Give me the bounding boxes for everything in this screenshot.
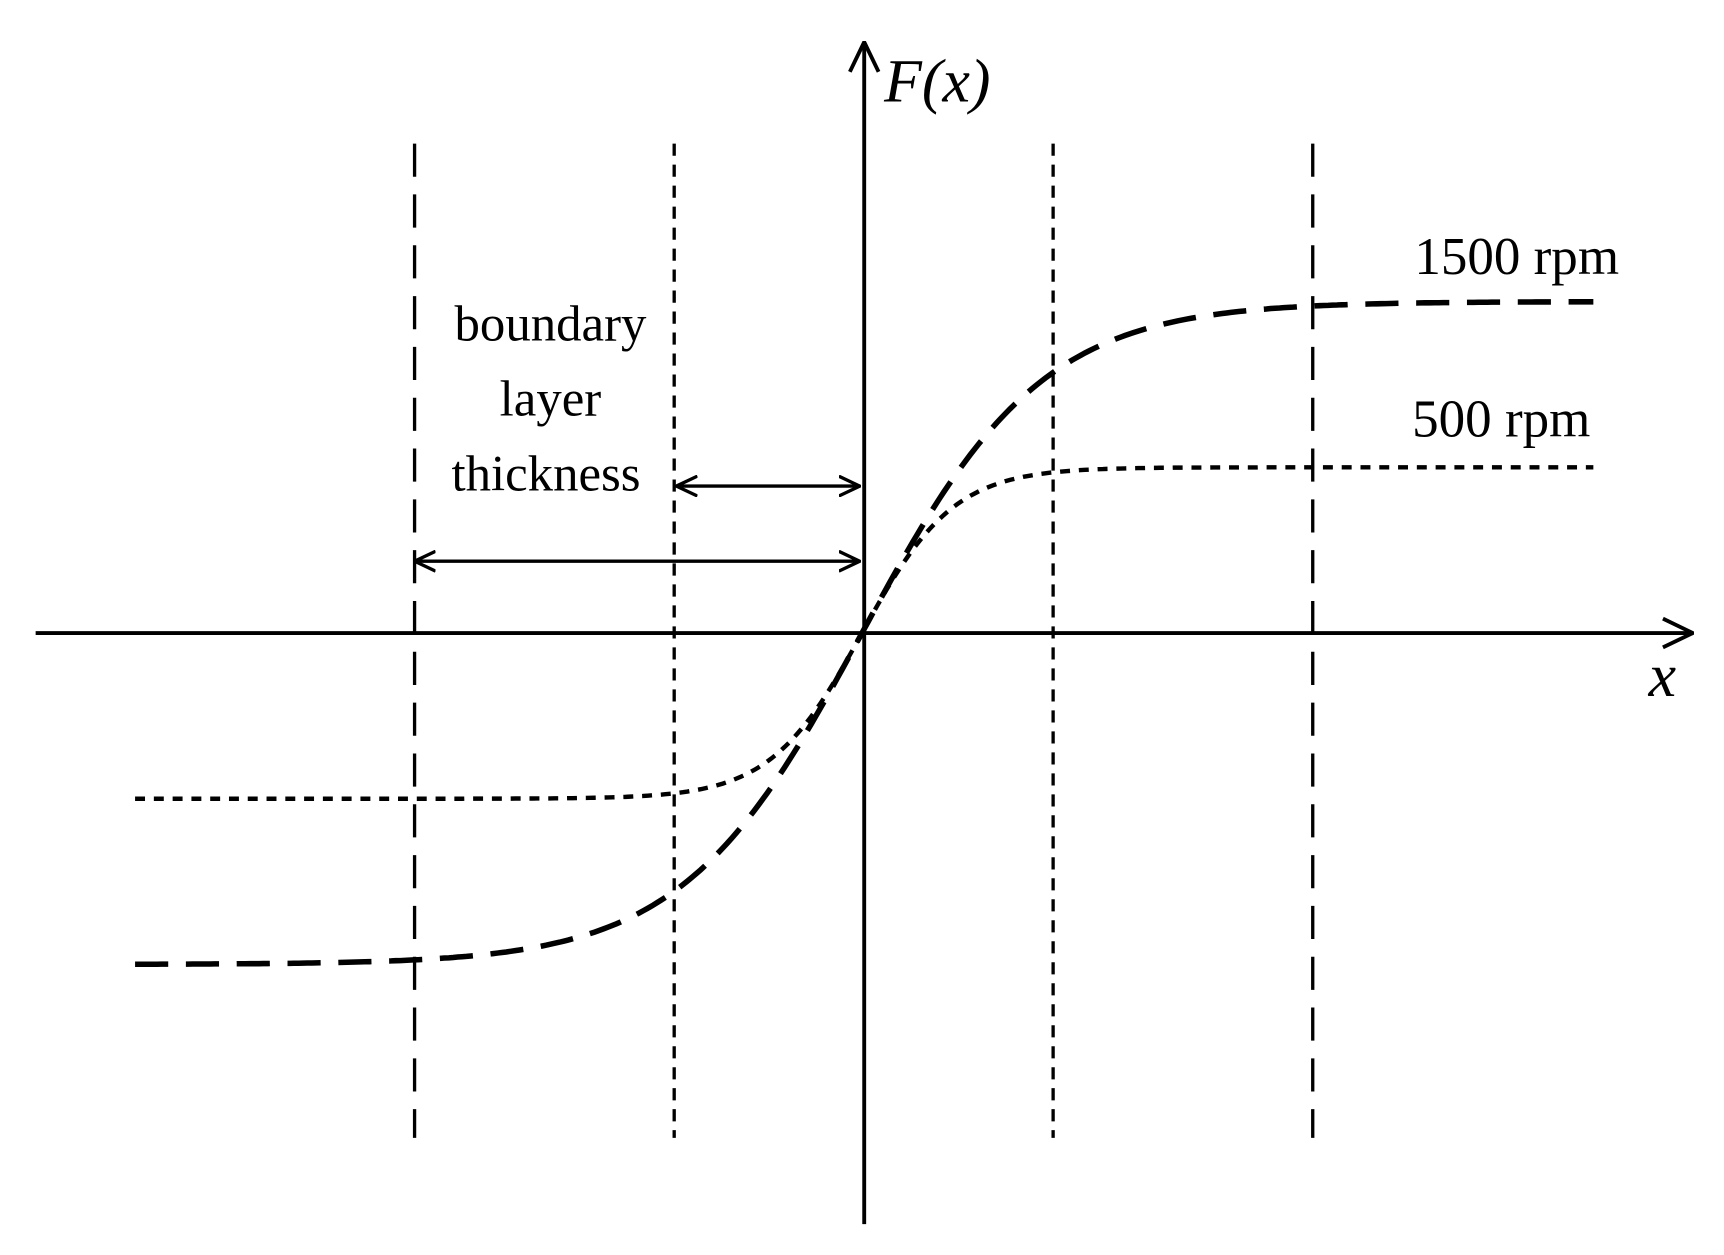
annotation-line: layer bbox=[500, 370, 602, 426]
x-axis-label: x bbox=[1648, 642, 1676, 710]
annotation-line: boundary bbox=[455, 295, 647, 351]
curve-label: 500 rpm bbox=[1412, 390, 1590, 448]
curve-label: 1500 rpm bbox=[1414, 228, 1619, 286]
y-axis-label: F(x) bbox=[883, 48, 990, 116]
curve-500 bbox=[135, 465, 1594, 801]
curve-1500 bbox=[135, 299, 1594, 967]
annotation-line: thickness bbox=[452, 446, 641, 502]
